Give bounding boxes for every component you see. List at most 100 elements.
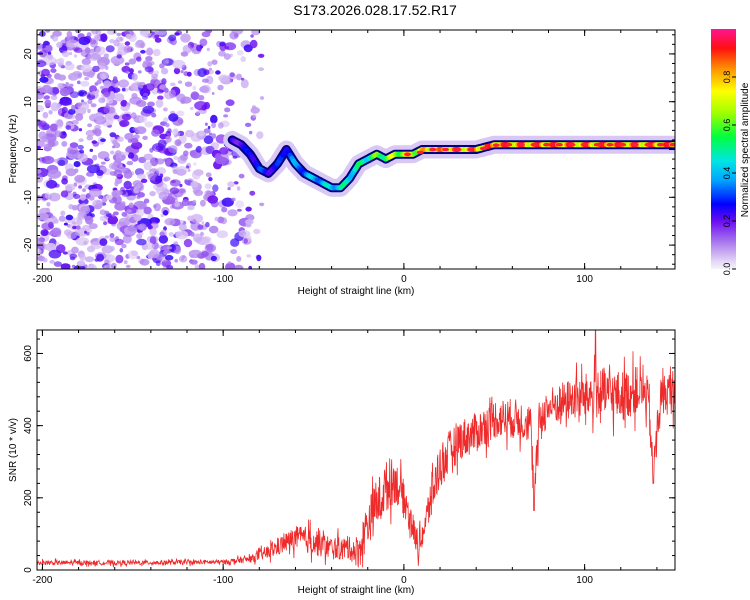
- noise-speckle: [211, 59, 218, 65]
- noise-speckle: [201, 78, 209, 83]
- noise-speckle: [106, 253, 111, 259]
- noise-speckle: [159, 63, 165, 69]
- noise-speckle: [257, 53, 265, 58]
- colorbar-tick-label: 0.0: [722, 263, 732, 276]
- noise-speckle: [243, 238, 248, 244]
- noise-speckle: [167, 246, 173, 250]
- noise-speckle: [155, 253, 164, 260]
- noise-speckle: [78, 91, 84, 97]
- colorbar-tick-label: 0.8: [722, 71, 732, 84]
- noise-speckle: [37, 237, 45, 247]
- noise-speckle: [69, 253, 78, 259]
- noise-speckle: [111, 262, 117, 269]
- noise-speckle: [176, 110, 185, 117]
- noise-speckle: [184, 179, 188, 184]
- noise-speckle: [82, 101, 87, 105]
- noise-speckle: [125, 215, 130, 219]
- noise-speckle: [90, 241, 103, 250]
- noise-speckle: [109, 132, 117, 138]
- noise-speckle: [38, 120, 47, 127]
- noise-speckle: [204, 183, 212, 190]
- noise-speckle: [165, 123, 170, 128]
- noise-speckle: [205, 145, 215, 154]
- noise-speckle: [162, 210, 169, 216]
- noise-speckle: [44, 192, 51, 199]
- noise-speckle: [202, 236, 212, 243]
- noise-speckle: [138, 115, 148, 123]
- noise-speckle: [190, 92, 200, 100]
- y-tick-label: -10: [23, 190, 34, 205]
- noise-speckle: [208, 225, 219, 234]
- noise-speckle: [190, 231, 195, 237]
- noise-speckle: [110, 91, 114, 95]
- noise-speckle: [92, 65, 100, 73]
- noise-speckle: [177, 155, 187, 164]
- noise-speckle: [189, 259, 198, 265]
- noise-speckle: [174, 201, 180, 207]
- noise-speckle: [180, 33, 191, 43]
- noise-speckle: [123, 260, 128, 265]
- noise-speckle: [144, 66, 154, 73]
- noise-speckle: [115, 157, 122, 164]
- noise-speckle: [149, 228, 157, 236]
- noise-speckle: [48, 110, 53, 115]
- noise-speckle: [48, 192, 61, 202]
- page-title: S173.2026.028.17.52.R17: [293, 2, 457, 18]
- noise-speckle: [45, 30, 51, 33]
- noise-speckle: [105, 45, 115, 53]
- noise-speckle: [256, 254, 262, 262]
- noise-speckle: [100, 138, 106, 142]
- noise-speckle: [215, 70, 221, 75]
- noise-speckle: [170, 82, 176, 87]
- noise-speckle: [207, 61, 213, 67]
- noise-speckle: [252, 114, 257, 118]
- noise-speckle: [50, 215, 55, 219]
- noise-speckle: [77, 144, 84, 150]
- noise-speckle: [133, 134, 140, 140]
- noise-speckle: [211, 122, 217, 129]
- noise-speckle: [138, 223, 147, 231]
- noise-speckle: [176, 93, 186, 102]
- noise-speckle: [161, 187, 166, 193]
- noise-speckle: [47, 169, 62, 179]
- noise-speckle: [163, 178, 169, 182]
- noise-speckle: [186, 71, 192, 77]
- noise-speckle: [88, 223, 98, 230]
- noise-speckle: [48, 249, 62, 259]
- noise-speckle: [42, 44, 53, 53]
- noise-speckle: [178, 223, 187, 231]
- noise-speckle: [65, 125, 72, 130]
- noise-speckle: [131, 141, 143, 150]
- noise-speckle: [245, 219, 254, 225]
- noise-speckle: [246, 254, 252, 258]
- noise-speckle: [201, 221, 205, 225]
- noise-speckle: [60, 190, 69, 198]
- noise-speckle: [45, 41, 51, 46]
- noise-speckle: [64, 183, 76, 191]
- noise-speckle: [56, 41, 63, 49]
- noise-speckle: [100, 161, 106, 165]
- noise-speckle: [165, 60, 169, 64]
- noise-speckle: [42, 257, 48, 263]
- x-tick-label: -200: [32, 575, 52, 586]
- noise-speckle: [74, 54, 78, 58]
- ridge-peak: [568, 142, 576, 147]
- noise-speckle: [125, 33, 133, 40]
- noise-speckle: [121, 211, 128, 217]
- noise-speckle: [37, 44, 43, 51]
- noise-speckle: [124, 62, 130, 66]
- noise-speckle: [168, 145, 178, 154]
- noise-speckle: [68, 72, 79, 81]
- noise-speckle: [145, 56, 153, 62]
- noise-speckle: [175, 230, 189, 240]
- noise-speckle: [176, 166, 188, 175]
- noise-speckle: [190, 151, 197, 157]
- noise-speckle: [52, 86, 60, 95]
- y-tick-label: -20: [23, 237, 34, 252]
- noise-speckle: [212, 184, 219, 192]
- noise-speckle: [88, 196, 95, 201]
- noise-speckle: [144, 121, 154, 128]
- noise-speckle: [63, 222, 68, 226]
- noise-speckle: [99, 209, 106, 216]
- noise-speckle: [204, 243, 217, 253]
